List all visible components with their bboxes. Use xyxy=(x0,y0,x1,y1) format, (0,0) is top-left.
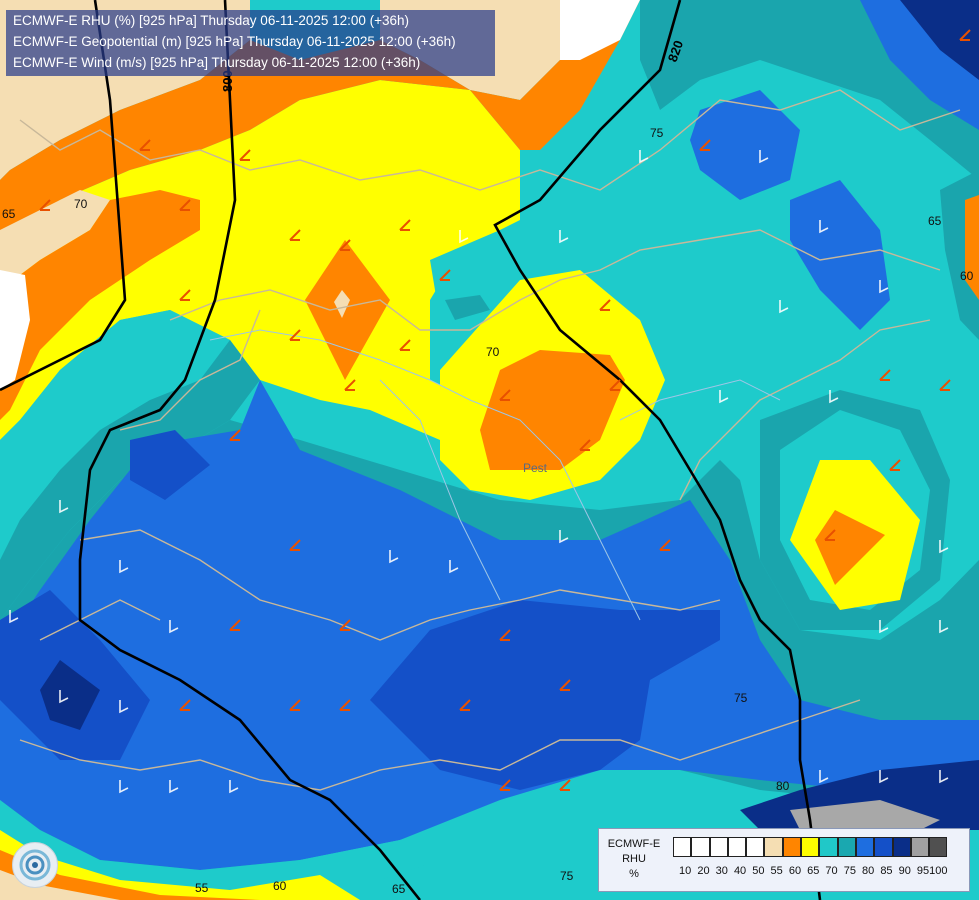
rhu-band-orange-north xyxy=(300,0,640,150)
legend-tick-label: 80 xyxy=(862,865,875,877)
geopotential-contours xyxy=(0,0,822,900)
title-wind: ECMWF-E Wind (m/s) [925 hPa] Thursday 06… xyxy=(13,55,421,70)
contour-label: 55 xyxy=(195,881,209,895)
legend-tick-label: 55 xyxy=(770,865,783,877)
legend-swatch xyxy=(819,837,838,857)
contour-label: 60 xyxy=(273,879,287,893)
rhu-blob-blue85-west xyxy=(130,430,210,500)
legend-tick-label: 95 xyxy=(916,865,930,877)
legend-tick-label: 65 xyxy=(807,865,820,877)
contour-label: 75 xyxy=(560,869,574,883)
rhu-band-orange-west xyxy=(0,190,200,420)
rhu-band-wheat-southedge xyxy=(0,870,120,900)
rhu-band-cyan-southedge xyxy=(0,800,470,900)
legend-variable: RHU xyxy=(622,853,646,865)
legend-swatches xyxy=(673,837,948,857)
contour-label: 75 xyxy=(650,126,664,140)
contour-label: 80 xyxy=(776,779,790,793)
legend-tick-label: 50 xyxy=(752,865,765,877)
rhu-blob-blue-north-east1 xyxy=(690,90,800,200)
rhu-band-orange-east xyxy=(965,195,979,300)
legend-unit: % xyxy=(629,868,639,880)
legend-model: ECMWF-E xyxy=(607,838,661,850)
rhu-band-darkblue-northeast xyxy=(900,0,979,80)
legend-swatch xyxy=(782,837,802,857)
legend-tick-label: 90 xyxy=(898,865,911,877)
legend-swatch xyxy=(801,837,820,857)
place-label-pest: Pest xyxy=(523,461,548,475)
rhu-band-yellow-central xyxy=(0,80,520,440)
contour-label: 70 xyxy=(74,197,88,211)
legend-swatch xyxy=(837,837,856,857)
wind-barbs-light xyxy=(9,150,949,794)
ecmwf-logo xyxy=(12,842,58,888)
legend-swatch xyxy=(673,837,692,857)
contour-label: 75 xyxy=(734,691,748,705)
rhu-blob-blue90-southwest xyxy=(40,660,100,730)
legend-tick-label: 40 xyxy=(733,865,747,877)
legend-swatch xyxy=(709,837,728,857)
legend-tick-label: 85 xyxy=(880,865,893,877)
rhu-blob-teal-center xyxy=(445,295,490,320)
legend-tick-label: 100 xyxy=(929,865,948,877)
contour-label: 65 xyxy=(392,882,406,896)
rhu-blob-orange-north-central xyxy=(305,240,390,380)
legend-swatch xyxy=(746,837,765,857)
country-borders xyxy=(19,89,961,791)
legend-tick-label: 60 xyxy=(788,865,802,877)
rhu-blob-wheat-north-central xyxy=(334,290,350,318)
legend-title: ECMWF-E RHU % xyxy=(603,837,665,882)
title-geopotential: ECMWF-E Geopotential (m) [925 hPa] Thurs… xyxy=(13,34,456,49)
swirl-icon xyxy=(19,849,51,881)
contour-label: 65 xyxy=(2,207,16,221)
rhu-white-north xyxy=(560,0,640,60)
geopotential-label: 820 xyxy=(665,38,687,64)
rhu-blob-blue-north-east2 xyxy=(790,180,890,330)
rhu-band-teal-west xyxy=(0,340,260,620)
legend-swatch xyxy=(910,837,930,857)
legend-swatch xyxy=(892,837,911,857)
map-title-box: ECMWF-E RHU (%) [925 hPa] Thursday 06-11… xyxy=(6,10,495,76)
legend-tick-label: 10 xyxy=(679,865,692,877)
rhu-band-cyan-west xyxy=(0,310,230,560)
legend-swatch xyxy=(929,837,948,857)
rhu-legend: ECMWF-E RHU % 10 20 30 40 50 55 60 65 70 75 80 85 90… xyxy=(598,828,970,892)
rhu-contour-labels: 65 70 75 55 60 65 75 65 60 70 75 80 xyxy=(2,126,974,896)
legend-swatch xyxy=(874,837,893,857)
rhu-blob-blue85-south-central xyxy=(370,600,720,790)
contour-label: 60 xyxy=(960,269,974,283)
legend-tick-label: 20 xyxy=(697,865,710,877)
legend-ticks: 10 20 30 40 50 55 60 65 70 75 80 85 90 95 100 xyxy=(673,865,947,877)
legend-swatch xyxy=(691,837,710,857)
legend-swatch xyxy=(855,837,875,857)
rhu-band-gray-southeast xyxy=(790,800,940,830)
legend-tick-label: 75 xyxy=(843,865,856,877)
rhu-white-west xyxy=(0,270,30,390)
contour-label: 65 xyxy=(928,214,942,228)
legend-swatch xyxy=(727,837,747,857)
legend-tick-label: 70 xyxy=(825,865,838,877)
title-rhu: ECMWF-E RHU (%) [925 hPa] Thursday 06-11… xyxy=(13,13,410,28)
legend-tick-label: 30 xyxy=(715,865,728,877)
rhu-band-orange-southedge xyxy=(0,850,260,900)
rhu-band-wheat-west xyxy=(0,190,110,290)
contour-label: 70 xyxy=(486,345,500,359)
wind-barbs-strong xyxy=(39,29,971,841)
rhu-core-orange-east xyxy=(815,510,885,585)
legend-swatch xyxy=(764,837,783,857)
